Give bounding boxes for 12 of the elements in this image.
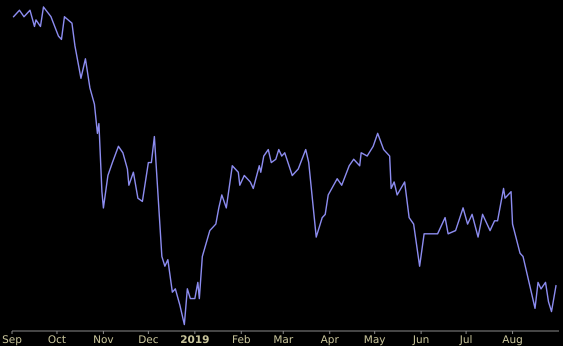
x-tick-label: Sep [2, 334, 22, 346]
x-tick-label: 2019 [180, 334, 210, 346]
x-tick-label: May [364, 334, 386, 346]
x-tick-label: Oct [48, 334, 66, 346]
x-tick-label: Jun [412, 334, 430, 346]
x-tick-label: Dec [138, 334, 159, 346]
x-tick-label: Feb [232, 334, 251, 346]
x-tick-label: Nov [93, 334, 114, 346]
x-tick-label: Jul [458, 334, 472, 346]
x-tick-label: Mar [273, 334, 294, 346]
x-tick-label: Aug [502, 334, 523, 346]
x-tick-label: Apr [320, 334, 340, 346]
